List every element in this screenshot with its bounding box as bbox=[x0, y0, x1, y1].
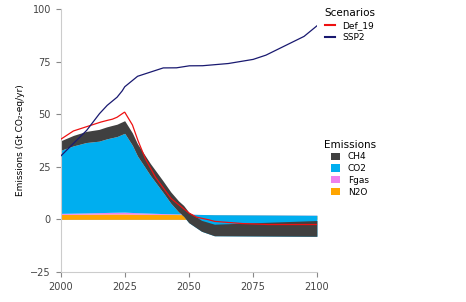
Y-axis label: Emissions (Gt CO₂-eq/yr): Emissions (Gt CO₂-eq/yr) bbox=[16, 85, 25, 196]
Legend: CH4, CO2, Fgas, N2O: CH4, CO2, Fgas, N2O bbox=[324, 140, 376, 197]
